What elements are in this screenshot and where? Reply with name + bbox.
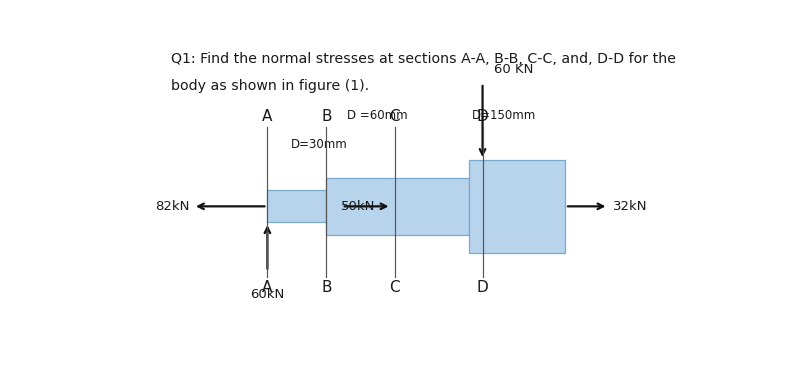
Text: C: C <box>389 109 400 124</box>
Text: 32kN: 32kN <box>614 200 648 213</box>
Text: D: D <box>477 280 489 295</box>
Bar <box>469 160 565 253</box>
Text: D: D <box>477 109 489 124</box>
Text: 50kN: 50kN <box>341 200 375 213</box>
Text: A: A <box>262 109 273 124</box>
Text: C: C <box>389 280 400 295</box>
Text: 60 KN: 60 KN <box>494 63 533 76</box>
Text: body as shown in figure (1).: body as shown in figure (1). <box>171 79 370 93</box>
Text: B: B <box>321 109 331 124</box>
Text: D =60mm: D =60mm <box>346 109 407 122</box>
Text: B: B <box>321 280 331 295</box>
Text: D=150mm: D=150mm <box>472 109 536 122</box>
Bar <box>267 190 326 222</box>
Text: 60kN: 60kN <box>250 288 285 300</box>
Text: D=30mm: D=30mm <box>291 138 348 151</box>
Text: Q1: Find the normal stresses at sections A-A, B-B, C-C, and, D-D for the: Q1: Find the normal stresses at sections… <box>171 52 676 66</box>
Text: 82kN: 82kN <box>155 200 190 213</box>
Bar <box>326 178 469 234</box>
Text: A: A <box>262 280 273 295</box>
